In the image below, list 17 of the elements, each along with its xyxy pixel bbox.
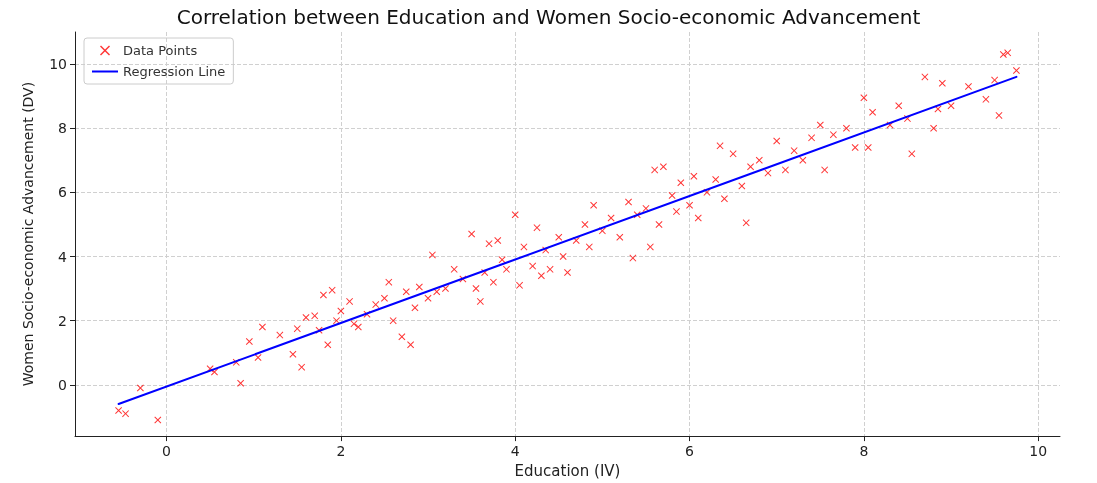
x-tick-label: 6 xyxy=(685,443,695,460)
chart-title: Correlation between Education and Women Socio-economic Advancement xyxy=(176,5,921,29)
legend-label: Regression Line xyxy=(123,64,226,79)
legend-label: Data Points xyxy=(123,43,198,58)
x-tick-label: 4 xyxy=(510,443,520,460)
x-tick-label: 10 xyxy=(1029,443,1048,460)
y-tick-label: 2 xyxy=(58,312,67,329)
x-tick-label: 0 xyxy=(162,443,171,460)
y-tick-label: 6 xyxy=(58,184,68,201)
y-tick-label: 4 xyxy=(58,248,68,265)
y-tick-label: 0 xyxy=(58,376,67,393)
y-tick-label: 10 xyxy=(49,56,67,73)
x-axis-title: Education (IV) xyxy=(514,461,621,480)
x-tick-label: 2 xyxy=(336,443,346,460)
x-tick-label: 8 xyxy=(859,443,869,460)
y-axis-title: Women Socio-economic Advancement (DV) xyxy=(20,81,36,387)
y-tick-label: 8 xyxy=(58,120,67,137)
